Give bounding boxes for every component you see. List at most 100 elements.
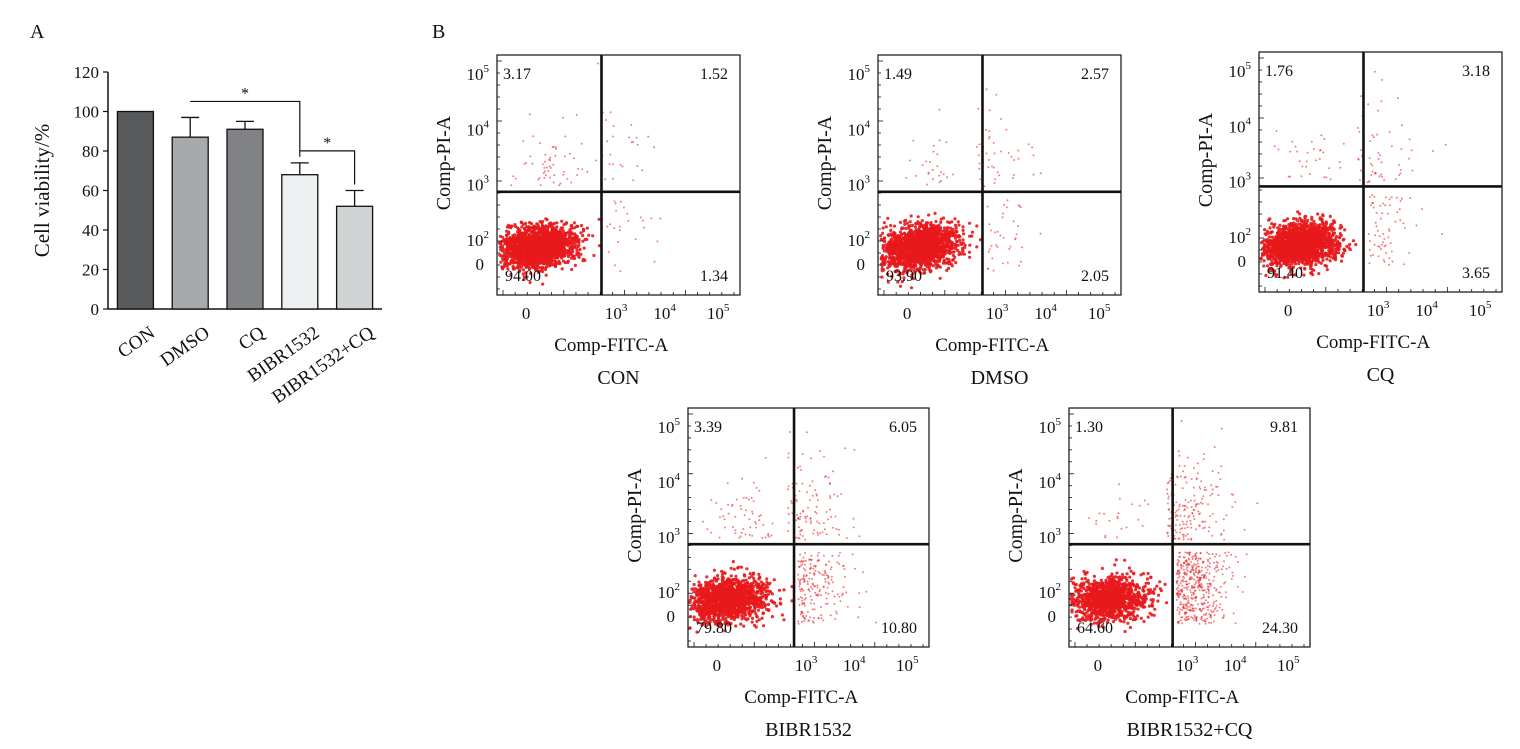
- scatter-point: [902, 231, 907, 235]
- scatter-point: [904, 226, 908, 231]
- scatter-point: [988, 248, 991, 251]
- scatter-point: [1019, 260, 1022, 263]
- y-tick-label: 102: [467, 229, 490, 250]
- scatter-point: [938, 265, 942, 269]
- scatter-point: [922, 234, 927, 238]
- scatter-point: [988, 135, 991, 138]
- scatter-point: [968, 221, 972, 225]
- scatter-point: [953, 223, 958, 227]
- scatter-point: [630, 123, 633, 126]
- scatter-point: [568, 152, 571, 155]
- scatter-point: [942, 226, 947, 230]
- scatter-point: [922, 271, 926, 275]
- scatter-point: [552, 221, 557, 225]
- scatter-point: [543, 166, 546, 169]
- scatter-point: [885, 247, 889, 252]
- scatter-point: [534, 225, 538, 229]
- bar: [281, 174, 319, 310]
- scatter-point: [979, 178, 982, 181]
- scatter-point: [887, 256, 892, 260]
- scatter-point: [931, 168, 934, 171]
- scatter-point: [591, 234, 595, 238]
- scatter-point: [908, 228, 912, 233]
- scatter-points: [1259, 70, 1447, 280]
- scatter-point: [1282, 239, 1286, 243]
- x-tick-label: 104: [1034, 302, 1057, 323]
- scatter-point: [1031, 146, 1034, 149]
- scatter-point: [565, 249, 569, 253]
- scatter-point: [908, 237, 912, 241]
- y-tick-label: 104: [467, 118, 490, 139]
- scatter-point: [513, 242, 518, 246]
- scatter-point: [1012, 174, 1015, 176]
- scatter-point: [1267, 235, 1271, 239]
- scatter-point: [1259, 241, 1264, 245]
- scatter-point: [554, 147, 557, 150]
- scatter-point: [951, 258, 955, 262]
- scatter-point: [935, 263, 939, 267]
- scatter-point: [522, 277, 526, 281]
- scatter-point: [515, 254, 519, 258]
- scatter-point: [527, 238, 531, 242]
- scatter-point: [529, 155, 532, 158]
- scatter-point: [1283, 258, 1287, 262]
- scatter-point: [932, 235, 936, 239]
- scatter-point: [889, 223, 893, 228]
- scatter-point: [544, 273, 548, 277]
- scatter-point: [924, 221, 929, 225]
- y-tick-label: 60: [82, 182, 99, 201]
- scatter-point: [609, 223, 612, 226]
- scatter-point: [961, 249, 965, 253]
- scatter-point: [517, 263, 522, 267]
- scatter-point: [555, 243, 560, 247]
- scatter-point: [1262, 238, 1267, 242]
- scatter-point: [898, 236, 902, 240]
- scatter-point: [518, 260, 522, 264]
- scatter-point: [575, 113, 578, 116]
- scatter-point: [612, 135, 615, 138]
- scatter-point: [961, 225, 965, 229]
- scatter-point: [1309, 266, 1313, 271]
- scatter-point: [882, 236, 886, 240]
- scatter-point: [632, 179, 635, 182]
- y-tick-label: 120: [74, 63, 100, 82]
- scatter-point: [942, 173, 945, 176]
- scatter-point: [914, 245, 918, 249]
- scatter-point: [1351, 239, 1356, 243]
- scatter-points: [879, 88, 1042, 290]
- scatter-point: [513, 247, 517, 251]
- scatter-point: [988, 109, 991, 112]
- scatter-point: [542, 238, 546, 242]
- scatter-point: [909, 286, 914, 290]
- scatter-point: [1342, 248, 1347, 252]
- scatter-point: [1005, 128, 1008, 131]
- scatter-point: [552, 181, 555, 184]
- scatter-point: [995, 244, 998, 247]
- y-tick-label: 103: [848, 174, 871, 195]
- scatter-point: [944, 240, 948, 244]
- scatter-point: [926, 243, 930, 247]
- scatter-point: [511, 236, 515, 240]
- scatter-point: [909, 159, 911, 162]
- scatter-point: [921, 268, 925, 272]
- scatter-point: [889, 243, 893, 247]
- scatter-point: [561, 246, 565, 250]
- scatter-point: [521, 246, 525, 250]
- scatter-point: [1260, 252, 1265, 256]
- scatter-point: [618, 225, 621, 228]
- scatter-point: [659, 217, 662, 220]
- scatter-point: [564, 135, 567, 138]
- scatter-point: [641, 169, 644, 172]
- scatter-point: [1002, 262, 1004, 265]
- quadrant-ll-value: 93.90: [886, 268, 922, 285]
- scatter-point: [949, 262, 953, 266]
- scatter-point: [512, 175, 515, 178]
- scatter-point: [606, 225, 609, 228]
- x-axis-label: Comp-FITC-A: [554, 335, 668, 356]
- scatter-point: [913, 241, 917, 245]
- scatter-point: [540, 220, 545, 224]
- scatter-point: [532, 260, 536, 265]
- scatter-point: [537, 178, 540, 181]
- scatter-point: [500, 265, 504, 269]
- scatter-point: [1298, 212, 1302, 216]
